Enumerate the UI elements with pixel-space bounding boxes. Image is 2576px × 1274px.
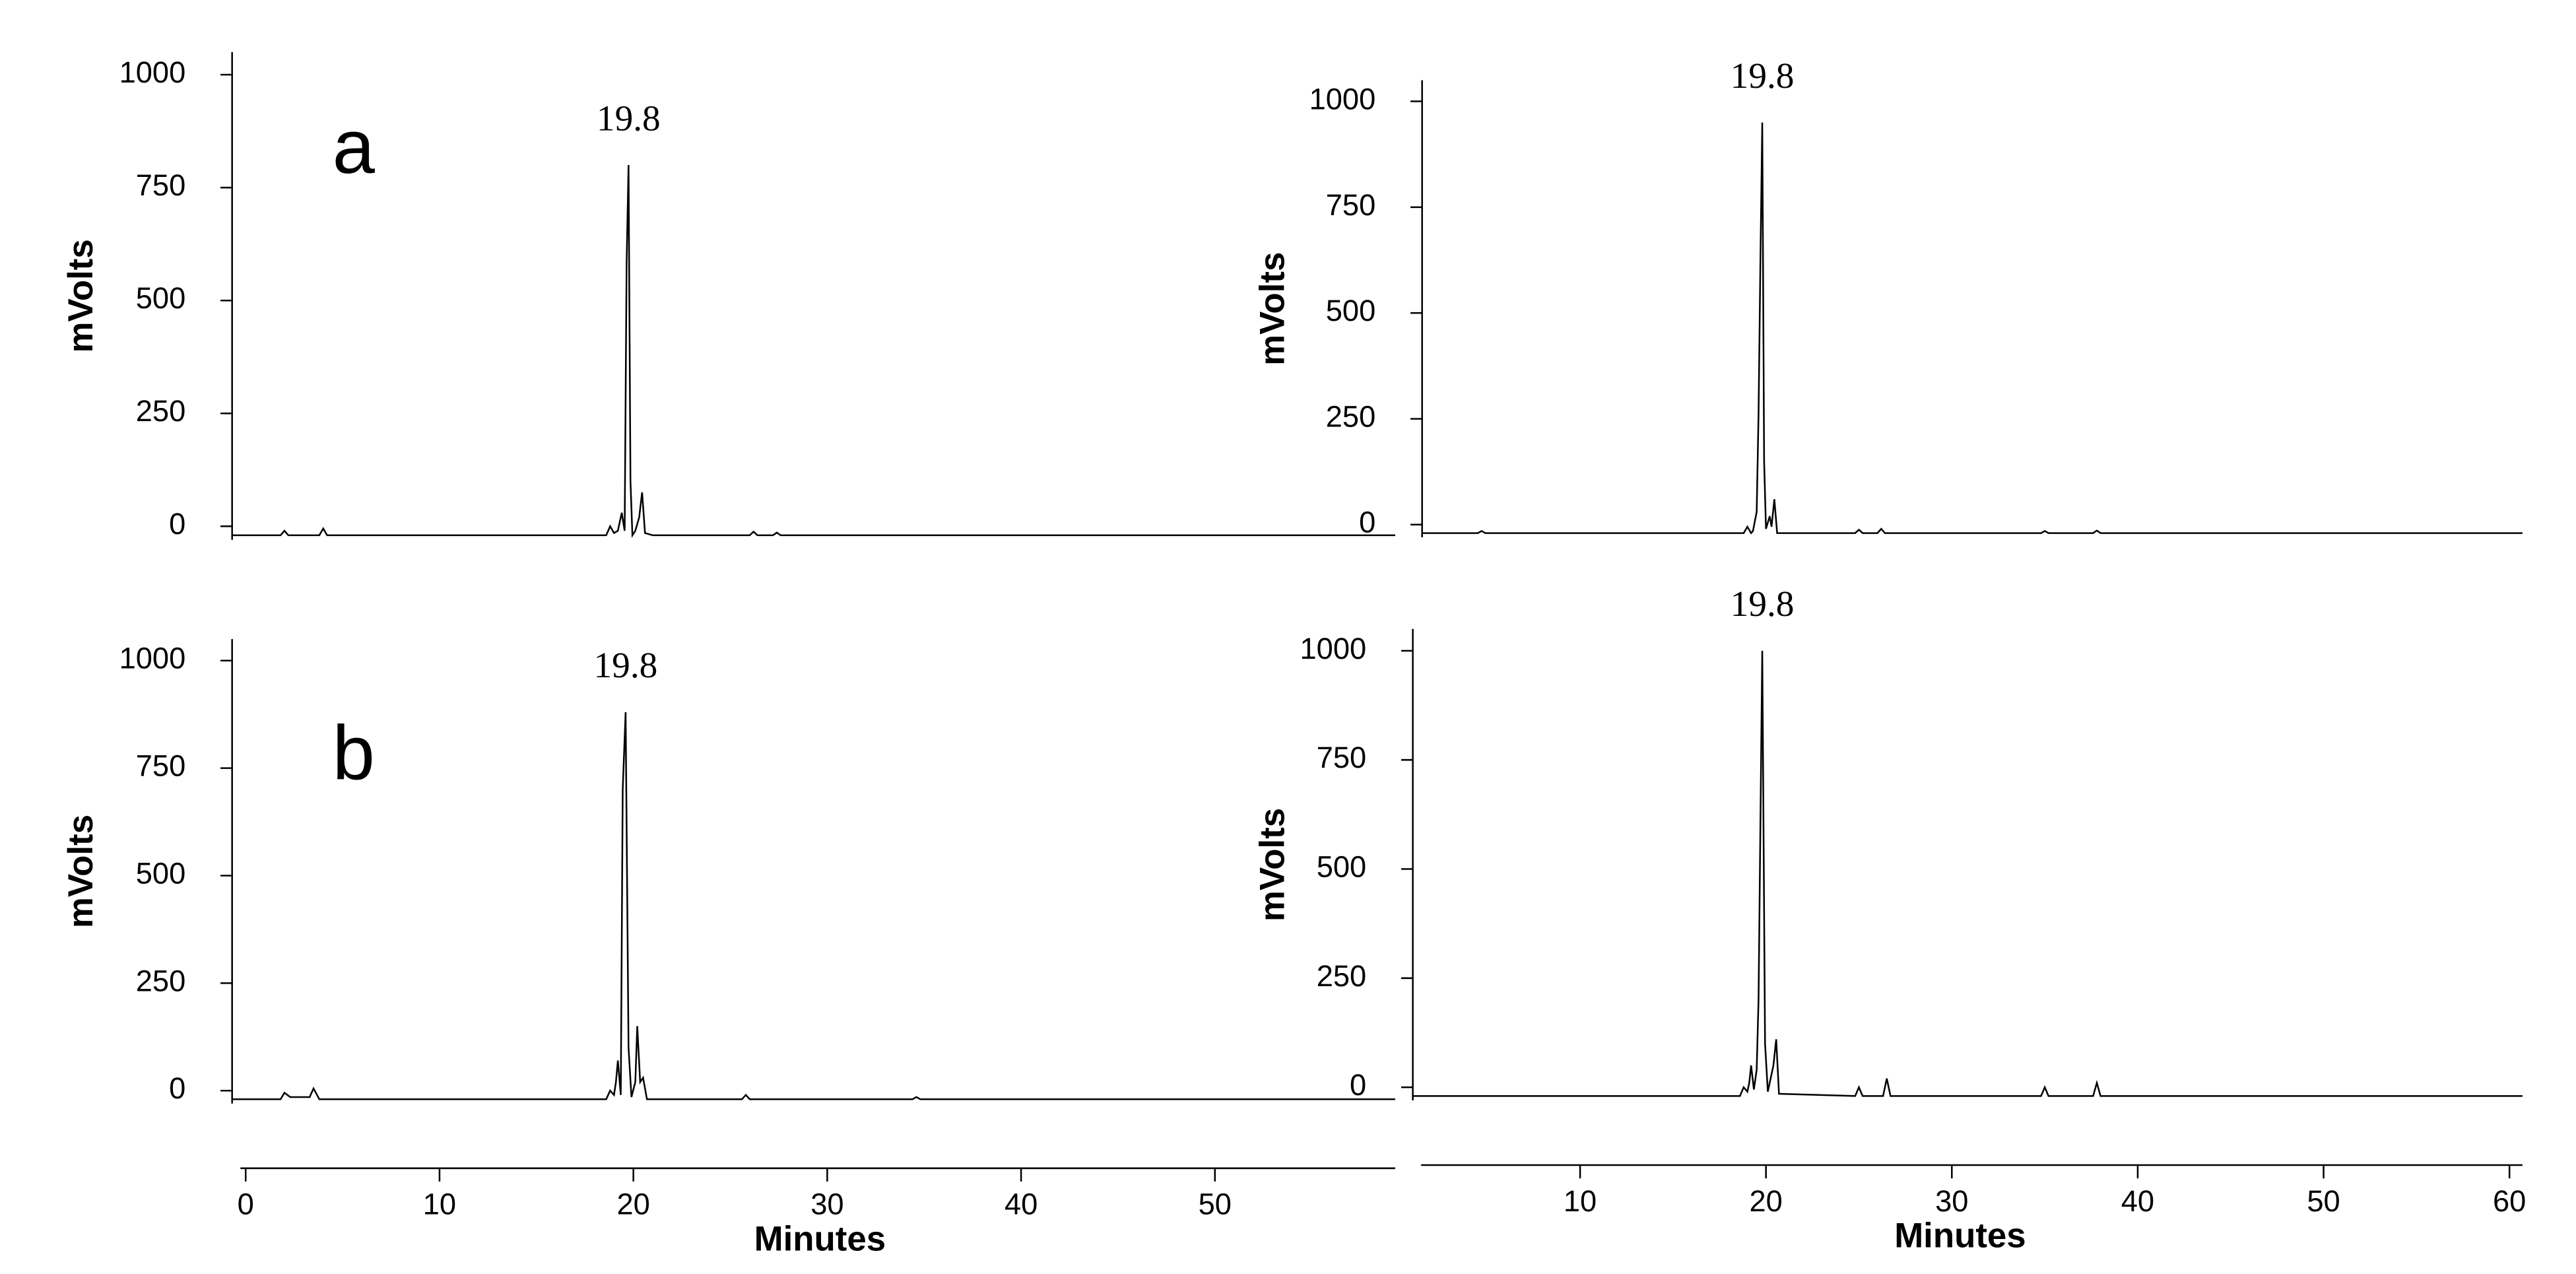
y-tick-label: 750 <box>1326 188 1376 222</box>
y-tick-label: 0 <box>1359 506 1375 539</box>
x-tick-label: 50 <box>2307 1184 2340 1218</box>
x-axis-label: Minutes <box>1894 1217 2026 1256</box>
panel-label: b <box>333 710 375 795</box>
x-tick-label: 30 <box>810 1188 843 1221</box>
peak-annotation: 19.8 <box>1731 55 1795 96</box>
y-tick-label: 750 <box>1317 741 1367 774</box>
x-tick-label: 0 <box>238 1188 254 1221</box>
y-tick-label: 0 <box>169 507 185 541</box>
x-tick-label: 10 <box>423 1188 456 1221</box>
trace <box>232 712 1395 1100</box>
x-tick-label: 50 <box>1199 1188 1232 1221</box>
trace <box>232 164 1395 538</box>
x-tick-label: 60 <box>2493 1184 2526 1218</box>
x-tick-label: 20 <box>1750 1184 1783 1218</box>
y-tick-label: 0 <box>169 1071 185 1105</box>
x-tick-label: 30 <box>1935 1184 1968 1218</box>
trace <box>1412 650 2523 1097</box>
y-tick-label: 250 <box>1317 959 1367 993</box>
y-tick-label: 750 <box>136 749 186 783</box>
peak-annotation: 19.8 <box>597 98 661 138</box>
y-tick-label: 1000 <box>119 55 186 89</box>
y-tick-label: 500 <box>136 281 186 315</box>
panel-label: a <box>333 104 376 189</box>
peak-annotation: 19.8 <box>1731 584 1795 624</box>
y-tick-label: 250 <box>136 964 186 997</box>
peak-annotation: 19.8 <box>594 645 658 685</box>
y-axis-label: mVolts <box>1253 252 1292 366</box>
y-tick-label: 1000 <box>1309 82 1376 116</box>
y-tick-label: 500 <box>136 856 186 890</box>
y-axis-label: mVolts <box>1253 808 1292 922</box>
y-axis-label: mVolts <box>61 239 100 352</box>
x-tick-label: 40 <box>1005 1188 1038 1221</box>
y-tick-label: 750 <box>136 168 186 202</box>
y-tick-label: 0 <box>1350 1068 1366 1102</box>
x-tick-label: 10 <box>1564 1184 1597 1218</box>
y-axis-label: mVolts <box>61 815 100 928</box>
y-tick-label: 500 <box>1326 294 1376 327</box>
trace <box>1422 122 2523 535</box>
x-axis-label: Minutes <box>754 1219 886 1258</box>
x-tick-label: 20 <box>616 1188 649 1221</box>
y-tick-label: 250 <box>136 394 186 428</box>
y-tick-label: 1000 <box>119 642 186 675</box>
y-tick-label: 250 <box>1326 399 1376 433</box>
x-tick-label: 40 <box>2121 1184 2154 1218</box>
y-tick-label: 500 <box>1317 850 1367 883</box>
y-tick-label: 1000 <box>1300 632 1367 665</box>
